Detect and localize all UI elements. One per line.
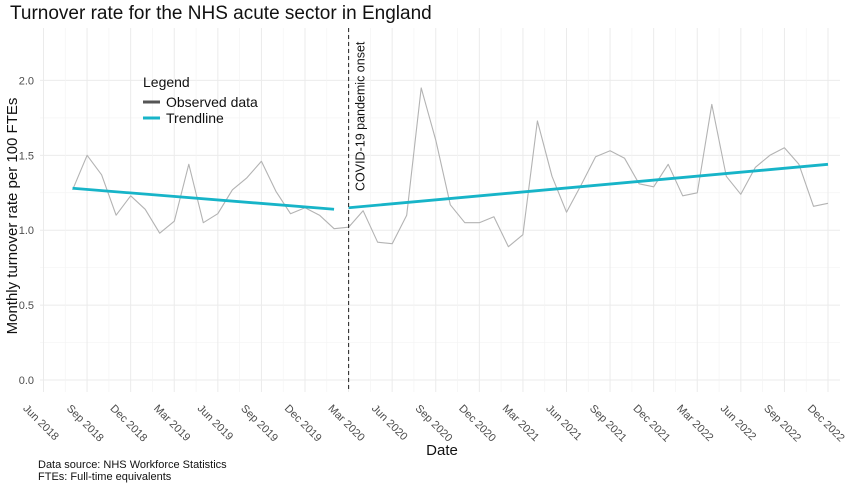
grid bbox=[40, 28, 840, 392]
y-tick-label: 0.0 bbox=[19, 375, 34, 387]
x-tick-label: Dec 2019 bbox=[282, 403, 324, 445]
x-tick-label: Jun 2022 bbox=[718, 403, 758, 443]
caption-fte-note: FTEs: Full-time equivalents bbox=[38, 471, 172, 483]
x-tick-label: Jun 2020 bbox=[369, 403, 409, 443]
x-tick-labels: Jun 2018 Sep 2018 Dec 2018 Mar 2019 Jun 2019… bbox=[20, 403, 846, 445]
y-axis-title: Monthly turnover rate per 100 FTEs bbox=[4, 98, 21, 335]
x-tick-label: Jun 2021 bbox=[543, 403, 583, 443]
x-tick-label: Mar 2022 bbox=[674, 403, 715, 444]
trendline-segment-post-covid bbox=[348, 162, 829, 210]
x-tick-label: Jun 2018 bbox=[20, 403, 60, 443]
trendline-series bbox=[72, 162, 829, 211]
observed-series bbox=[72, 87, 829, 248]
legend-title: Legend bbox=[143, 74, 190, 90]
chart-title: Turnover rate for the NHS acute sector i… bbox=[10, 3, 432, 24]
y-tick-label: 1.0 bbox=[19, 225, 34, 237]
y-tick-label: 1.5 bbox=[19, 150, 34, 162]
x-tick-label: Dec 2021 bbox=[631, 403, 673, 445]
observed-data-line bbox=[72, 87, 829, 248]
legend: Legend Observed data Trendline bbox=[143, 74, 258, 126]
x-tick-label: Sep 2021 bbox=[587, 403, 629, 445]
caption-source: Data source: NHS Workforce Statistics bbox=[38, 459, 227, 471]
x-tick-label: Jun 2019 bbox=[195, 403, 235, 443]
x-tick-label: Mar 2020 bbox=[325, 403, 366, 444]
x-tick-label: Sep 2022 bbox=[761, 403, 803, 445]
x-tick-label: Dec 2018 bbox=[108, 403, 150, 445]
x-tick-label: Sep 2019 bbox=[238, 403, 280, 445]
annotations: COVID-19 pandemic onset bbox=[348, 28, 368, 392]
x-axis-title: Date bbox=[426, 442, 458, 459]
y-tick-label: 0.5 bbox=[19, 300, 34, 312]
covid-onset-label: COVID-19 pandemic onset bbox=[354, 41, 368, 191]
x-tick-label: Dec 2020 bbox=[456, 403, 498, 445]
trendline-segment-pre-covid bbox=[72, 186, 335, 211]
x-tick-label: Sep 2018 bbox=[64, 403, 106, 445]
x-tick-label: Dec 2022 bbox=[805, 403, 847, 445]
x-tick-label: Mar 2019 bbox=[151, 403, 192, 444]
y-tick-labels: 0.0 0.5 1.0 1.5 2.0 bbox=[19, 75, 34, 387]
legend-label-trendline: Trendline bbox=[166, 110, 224, 126]
legend-label-observed: Observed data bbox=[166, 94, 258, 110]
y-tick-label: 2.0 bbox=[19, 75, 34, 87]
x-tick-label: Mar 2021 bbox=[500, 403, 541, 444]
x-tick-label: Sep 2020 bbox=[413, 403, 455, 445]
